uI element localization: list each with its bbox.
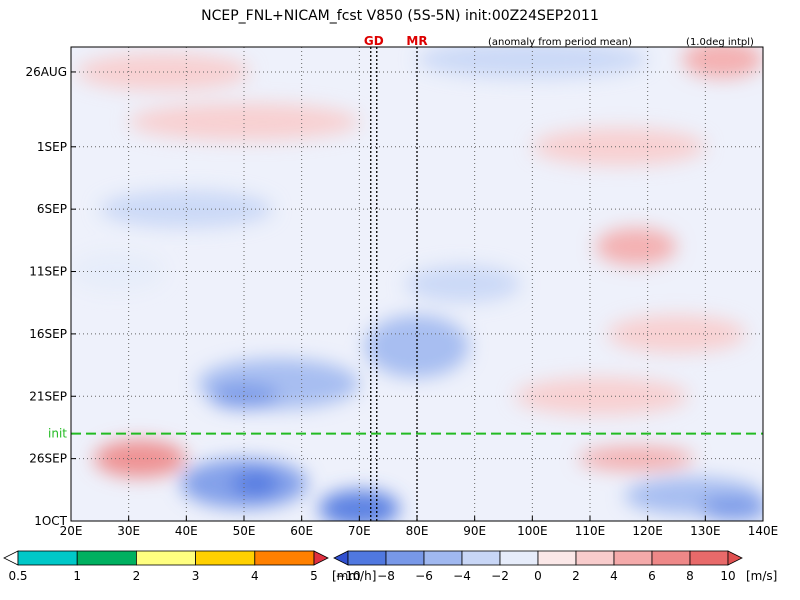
anomaly-patch xyxy=(365,315,469,378)
y-axis: 26AUG 1SEP 6SEP 11SEP 16SEP 21SEP 26SEP 1OCT xyxy=(25,65,76,528)
precip-legend-label: 0.5 xyxy=(8,569,27,583)
wind-legend-label: −2 xyxy=(491,569,509,583)
wind-legend-label: 4 xyxy=(610,569,618,583)
x-tick-label: 60E xyxy=(290,524,313,538)
y-tick-label: 21SEP xyxy=(29,389,67,403)
plot-area: GD MR init xyxy=(48,34,764,522)
grid xyxy=(71,47,763,521)
y-tick-label: 16SEP xyxy=(29,327,67,341)
x-tick-label: 40E xyxy=(175,524,198,538)
wind-legend-swatch xyxy=(651,550,691,566)
wind-legend-swatch xyxy=(613,550,653,566)
chart-subtitle-interpolation: (1.0deg intpl) xyxy=(686,37,754,48)
wind-legend-swatch xyxy=(727,550,743,566)
x-tick-label: 130E xyxy=(690,524,721,538)
precip-legend-label: 1 xyxy=(73,569,81,583)
anomaly-patch xyxy=(682,47,763,79)
chart-title: NCEP_FNL+NICAM_fcst V850 (5S-5N) init:00… xyxy=(201,8,599,24)
wind-legend-swatch xyxy=(461,550,501,566)
precip-legend-swatch xyxy=(195,550,256,566)
x-tick-label: 30E xyxy=(117,524,140,538)
anomaly-patch xyxy=(128,103,360,141)
anomaly-patch xyxy=(595,227,677,266)
wind-legend-label: −8 xyxy=(377,569,395,583)
anomaly-patch xyxy=(699,496,763,521)
y-tick-label: 26AUG xyxy=(25,65,67,79)
wind-legend-swatch xyxy=(537,550,577,566)
anomaly-patch xyxy=(417,47,648,79)
x-tick-label: 70E xyxy=(348,524,371,538)
wind-legend-label: 8 xyxy=(686,569,694,583)
anomaly-patch xyxy=(578,446,694,472)
wind-legend-label: 2 xyxy=(572,569,580,583)
wind-legend-swatch xyxy=(499,550,539,566)
precip-legend-swatch xyxy=(76,550,137,566)
wind-legend-swatch xyxy=(347,550,387,566)
wind-legend-label: −4 xyxy=(453,569,471,583)
x-tick-label: 90E xyxy=(463,524,486,538)
anomaly-patch xyxy=(94,439,187,478)
anomaly-patch xyxy=(99,190,273,228)
wind-legend-label: 0 xyxy=(534,569,542,583)
precip-legend-swatch xyxy=(135,550,196,566)
y-tick-label: 6SEP xyxy=(37,202,67,216)
anomaly-patch xyxy=(71,252,164,291)
precip-legend-label: 5 xyxy=(310,569,318,583)
anomaly-patch xyxy=(232,471,279,497)
wind-legend-swatch xyxy=(423,550,463,566)
anomaly-patch xyxy=(515,377,689,415)
x-tick-label: 80E xyxy=(406,524,429,538)
init-label: init xyxy=(48,427,67,441)
y-tick-label: 11SEP xyxy=(29,265,67,279)
anomaly-patch xyxy=(607,315,746,353)
anomaly-patch xyxy=(405,265,521,303)
x-tick-label: 110E xyxy=(575,524,606,538)
anomaly-patch xyxy=(532,128,706,166)
x-tick-label: 50E xyxy=(233,524,256,538)
precip-legend-swatch xyxy=(3,550,19,566)
wind-legend-swatch xyxy=(385,550,425,566)
y-tick-label: 1SEP xyxy=(37,140,67,154)
longitude-markers: GD MR xyxy=(364,34,428,521)
y-tick-label: 26SEP xyxy=(29,452,67,466)
init-marker: init xyxy=(48,427,763,441)
x-tick-label: 140E xyxy=(748,524,779,538)
chart-subtitle-anomaly: (anomaly from period mean) xyxy=(488,37,632,48)
anomaly-field xyxy=(71,47,763,521)
y-tick-label: 1OCT xyxy=(34,514,67,528)
wind-legend-unit: [m/s] xyxy=(746,569,777,583)
wind-legend: −10 −8 −6 −4 −2 0 2 4 6 8 10 [m/s] xyxy=(333,550,777,583)
anomaly-patch xyxy=(318,489,400,521)
precip-legend-label: 3 xyxy=(192,569,200,583)
precip-legend-unit: [mm/h] xyxy=(332,569,376,583)
wind-legend-label: 10 xyxy=(720,569,735,583)
precip-legend-swatch xyxy=(254,550,315,566)
precip-legend-label: 2 xyxy=(133,569,141,583)
precip-legend: 0.5 1 2 3 4 5 [mm/h] xyxy=(3,550,376,583)
wind-legend-label: −6 xyxy=(415,569,433,583)
wind-legend-label: −10 xyxy=(335,569,360,583)
precip-legend-label: 4 xyxy=(251,569,259,583)
wind-legend-label: 6 xyxy=(648,569,656,583)
precip-legend-swatch xyxy=(17,550,78,566)
marker-label: GD xyxy=(364,34,384,48)
x-axis: 20E 30E 40E 50E 60E 70E 80E 90E 100E 110E 120E 130E… xyxy=(60,516,779,538)
marker-label: MR xyxy=(406,34,427,48)
wind-legend-swatch xyxy=(333,550,349,566)
wind-legend-swatch xyxy=(689,550,729,566)
x-tick-label: 20E xyxy=(60,524,83,538)
x-tick-label: 100E xyxy=(517,524,548,538)
x-tick-label: 120E xyxy=(632,524,663,538)
precip-legend-swatch xyxy=(313,550,329,566)
wind-legend-swatch xyxy=(575,550,615,566)
